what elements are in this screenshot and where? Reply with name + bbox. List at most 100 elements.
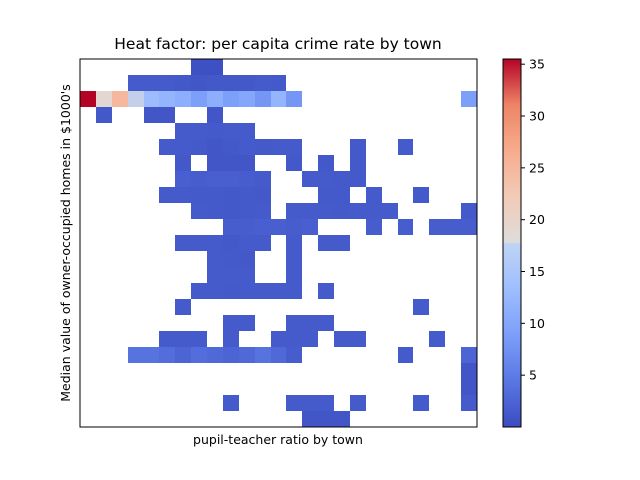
heatmap-cell (286, 267, 302, 283)
heatmap-cell (445, 219, 461, 235)
heatmap-cell (207, 187, 223, 203)
heatmap-cell (318, 187, 334, 203)
heatmap-cell (96, 107, 112, 123)
heatmap-cell (207, 91, 223, 107)
heatmap-cell (191, 91, 207, 107)
heatmap-cell (302, 411, 318, 427)
heatmap-cell (239, 219, 255, 235)
heatmap-cell (191, 331, 207, 347)
heatmap-cell (191, 75, 207, 91)
heatmap-cell (398, 139, 413, 155)
colorbar-tick-label: 5 (529, 368, 537, 383)
heatmap-cell (207, 171, 223, 187)
heatmap-cell (461, 363, 477, 379)
heatmap-cell (207, 123, 223, 139)
heatmap-cell (271, 347, 286, 363)
heatmap-cell (191, 123, 207, 139)
heatmap-cell (334, 331, 350, 347)
heatmap-cell (207, 75, 223, 91)
heatmap-cell (159, 91, 175, 107)
heatmap-cell (318, 203, 334, 219)
heatmap-cell (175, 331, 191, 347)
heatmap-cell (255, 203, 271, 219)
heatmap-cell (318, 171, 334, 187)
heatmap-cell (223, 315, 239, 331)
heatmap-cell (191, 203, 207, 219)
heatmap-cell (239, 267, 255, 283)
heatmap-cell (429, 331, 445, 347)
heatmap-cell (175, 123, 191, 139)
heatmap-cell (207, 155, 223, 171)
heatmap-cell (175, 139, 191, 155)
heatmap-cell (255, 347, 271, 363)
heatmap-cell (302, 315, 318, 331)
heatmap-cell (207, 267, 223, 283)
heatmap-cell (255, 187, 271, 203)
heatmap-cell (350, 139, 366, 155)
heatmap-cell (207, 235, 223, 251)
heatmap-cell (239, 347, 255, 363)
heatmap-cell (318, 283, 334, 299)
heatmap-cell (159, 75, 175, 91)
heatmap-cell (286, 155, 302, 171)
heatmap-cell (255, 139, 271, 155)
colorbar-tick-label: 35 (529, 57, 545, 72)
heatmap-cell (80, 91, 96, 107)
heatmap-cell (223, 331, 239, 347)
heatmap-cell (318, 155, 334, 171)
heatmap-cell (175, 155, 191, 171)
heatmap-cell (366, 219, 382, 235)
colorbar-tick-label: 20 (529, 212, 545, 227)
heatmap-cell (223, 283, 239, 299)
heatmap-cell (175, 75, 191, 91)
heatmap-cell (366, 187, 382, 203)
heatmap-cell (175, 171, 191, 187)
heatmap-cell (350, 331, 366, 347)
heatmap-cell (255, 235, 271, 251)
heatmap-cell (302, 395, 318, 411)
heatmap-cell (223, 267, 239, 283)
heatmap-cell (461, 91, 477, 107)
heatmap-cell (413, 299, 429, 315)
heatmap-cells (80, 59, 477, 427)
colorbar-ticks: 5 10 15 20 25 30 35 (521, 57, 545, 383)
heatmap-cell (398, 347, 413, 363)
heatmap-cell (144, 107, 159, 123)
heatmap-cell (271, 219, 286, 235)
heatmap-cell (239, 187, 255, 203)
heatmap-cell (239, 315, 255, 331)
heatmap-cell (461, 395, 477, 411)
heatmap-cell (239, 235, 255, 251)
heatmap-cell (382, 203, 398, 219)
heatmap-cell (271, 75, 286, 91)
heatmap-cell (286, 331, 302, 347)
heatmap-cell (223, 155, 239, 171)
heatmap-cell (350, 155, 366, 171)
heatmap-cell (223, 395, 239, 411)
heatmap-cell (461, 379, 477, 395)
heatmap-cell (286, 395, 302, 411)
heatmap-cell (318, 395, 334, 411)
heatmap-cell (318, 235, 334, 251)
x-axis-label: pupil-teacher ratio by town (193, 432, 363, 447)
heatmap-cell (286, 283, 302, 299)
heatmap-cell (207, 139, 223, 155)
heatmap-cell (159, 331, 175, 347)
heatmap-cell (286, 347, 302, 363)
heatmap-cell (191, 171, 207, 187)
heatmap-cell (334, 235, 350, 251)
heatmap-cell (207, 251, 223, 267)
heatmap-cell (286, 139, 302, 155)
heatmap-cell (239, 91, 255, 107)
heatmap-cell (302, 203, 318, 219)
heatmap-cell (413, 395, 429, 411)
heatmap-cell (175, 187, 191, 203)
colorbar-tick-label: 30 (529, 109, 545, 124)
heatmap-cell (318, 411, 334, 427)
heatmap-cell (175, 299, 191, 315)
heatmap-cell (239, 155, 255, 171)
heatmap-cell (159, 187, 175, 203)
heatmap-cell (223, 347, 239, 363)
heatmap-cell (239, 123, 255, 139)
heatmap-cell (175, 347, 191, 363)
